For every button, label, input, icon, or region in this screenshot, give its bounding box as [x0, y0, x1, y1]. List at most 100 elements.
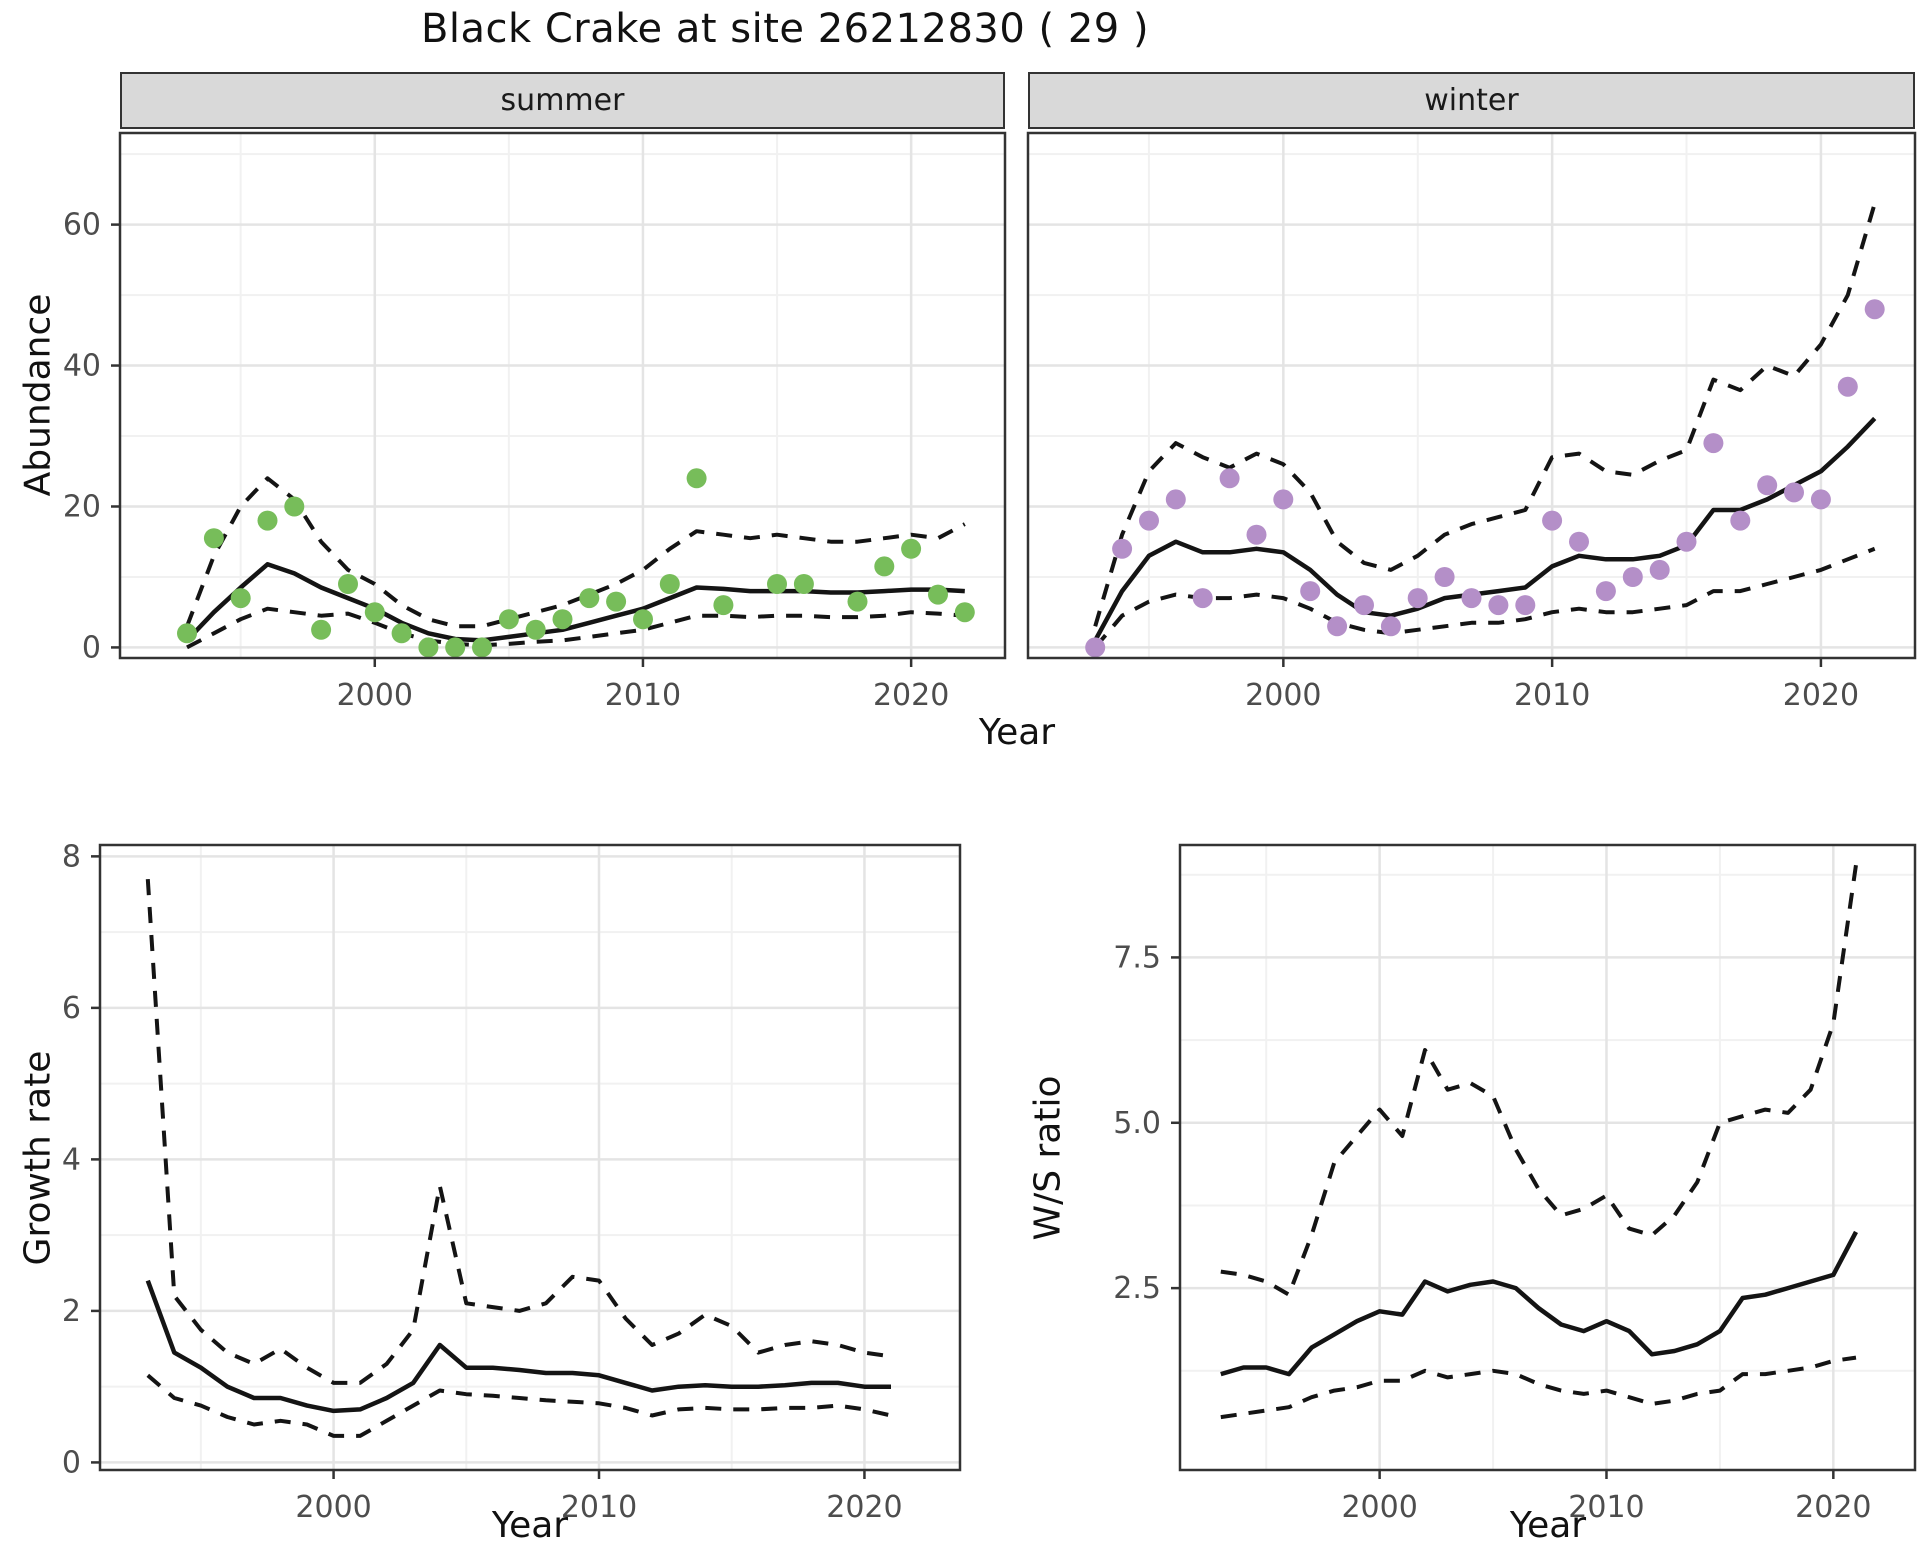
winter-x-tick-label: 2020: [1783, 678, 1859, 713]
winter-point: [1649, 559, 1670, 580]
growth-panel-area: [100, 845, 960, 1470]
summer-point: [391, 623, 412, 644]
summer-point: [633, 609, 653, 630]
winter-point: [1542, 510, 1563, 531]
summer-point: [525, 619, 546, 640]
winter-x-tick-label: 2010: [1514, 678, 1590, 713]
summer-point: [203, 528, 224, 549]
winter-axes: 2000 2010 2020: [1245, 658, 1859, 713]
winter-point: [1380, 616, 1401, 637]
facet-strip-summer-label: summer: [500, 83, 625, 118]
growth-upper-ci-line: [145, 878, 892, 1385]
winter-point: [1622, 567, 1643, 587]
winter-point: [1246, 524, 1267, 545]
growth-fit-line: [145, 1279, 891, 1414]
summer-gridlines: [120, 133, 1005, 658]
growth-gridlines: [100, 845, 960, 1470]
facet-strip-summer: summer: [120, 72, 1005, 129]
summer-point: [874, 556, 895, 577]
winter-upper-ci-line: [1093, 202, 1877, 627]
summer-point: [364, 602, 385, 623]
ws-upper-ci-line: [1220, 864, 1858, 1297]
growth-y-tick-label: 4: [62, 1142, 81, 1177]
winter-point: [1676, 531, 1697, 552]
growth-x-tick-label: 2010: [561, 1490, 637, 1525]
winter-point: [1192, 588, 1213, 609]
summer-y-tick-label: 0: [82, 630, 101, 665]
summer-point: [311, 619, 332, 640]
summer-point: [686, 468, 707, 489]
facet-strip-winter-label: winter: [1424, 83, 1519, 118]
winter-panel: 2000 2010 2020: [1026, 131, 1917, 713]
ws-panel-area: [1180, 845, 1915, 1470]
summer-point: [954, 602, 975, 623]
summer-point: [472, 637, 492, 658]
summer-point: [284, 496, 305, 517]
summer-panel-border: [118, 131, 1007, 660]
winter-point: [1327, 616, 1348, 637]
summer-x-tick-label: 2000: [337, 678, 413, 713]
winter-point: [1595, 581, 1616, 602]
ws-y-tick-label: 7.5: [1113, 940, 1161, 975]
summer-point: [418, 637, 439, 658]
ws-x-tick-label: 2020: [1795, 1490, 1871, 1525]
ws-lower-ci-line: [1220, 1355, 1857, 1420]
summer-point: [445, 637, 466, 658]
summer-point: [928, 584, 948, 605]
summer-point: [767, 574, 787, 594]
summer-panel-area: [120, 133, 1005, 658]
winter-point: [1461, 588, 1482, 609]
ws-ratio-y-axis-title: W/S ratio: [1027, 1075, 1069, 1241]
growth-y-tick-label: 6: [62, 991, 81, 1026]
abundance-x-axis-title: Year: [978, 712, 1056, 753]
abundance-y-axis-title: Abundance: [17, 293, 59, 497]
winter-panel-area: [1028, 133, 1915, 658]
ws-panel-border: [1178, 843, 1917, 1472]
winter-point: [1273, 489, 1294, 510]
summer-fit-line: [185, 562, 965, 643]
winter-gridlines: [1028, 133, 1915, 658]
ws-panel: 2000 2010 2020 2.5 5.0 7.5: [1113, 843, 1917, 1525]
summer-y-tick-label: 60: [63, 208, 101, 243]
summer-observed-points: [177, 468, 975, 658]
winter-observed-points: [1085, 299, 1885, 658]
summer-point: [793, 574, 814, 594]
winter-point: [1703, 433, 1724, 454]
winter-fit-line: [1093, 416, 1877, 642]
growth-panel: 2000 2010 2020 0 2 4 6 8: [62, 839, 962, 1525]
summer-panel: 2000 2010 2020 0 20 40 60: [63, 131, 1007, 713]
summer-lower-ci-line: [186, 606, 965, 650]
growth-axes: 2000 2010 2020 0 2 4 6 8: [62, 839, 903, 1525]
growth-y-tick-label: 2: [62, 1294, 81, 1329]
summer-x-tick-label: 2010: [605, 678, 681, 713]
winter-point: [1112, 538, 1133, 559]
growth-lower-ci-line: [146, 1373, 892, 1438]
summer-x-tick-label: 2020: [873, 678, 949, 713]
winter-point: [1085, 637, 1106, 658]
summer-point: [847, 591, 868, 612]
winter-point: [1730, 510, 1751, 531]
summer-point: [552, 609, 573, 630]
growth-y-tick-label: 0: [62, 1445, 81, 1480]
winter-point: [1864, 299, 1885, 320]
growth-y-tick-label: 8: [62, 839, 81, 874]
summer-point: [659, 574, 680, 594]
winter-point: [1354, 595, 1374, 616]
winter-point: [1757, 475, 1778, 496]
summer-upper-ci-line: [185, 476, 966, 629]
summer-point: [713, 595, 734, 616]
ws-fit-line: [1220, 1230, 1858, 1377]
summer-point: [606, 591, 627, 612]
summer-point: [257, 510, 278, 531]
winter-panel-border: [1026, 131, 1917, 660]
chart-title: Black Crake at site 26212830 ( 29 ): [420, 6, 1150, 52]
growth-rate-y-axis-title: Growth rate: [17, 1050, 59, 1266]
winter-point: [1407, 588, 1428, 609]
winter-point: [1300, 581, 1321, 602]
summer-point: [579, 588, 600, 609]
ws-y-tick-label: 5.0: [1113, 1106, 1161, 1141]
winter-point: [1139, 510, 1159, 531]
summer-point: [177, 623, 197, 644]
